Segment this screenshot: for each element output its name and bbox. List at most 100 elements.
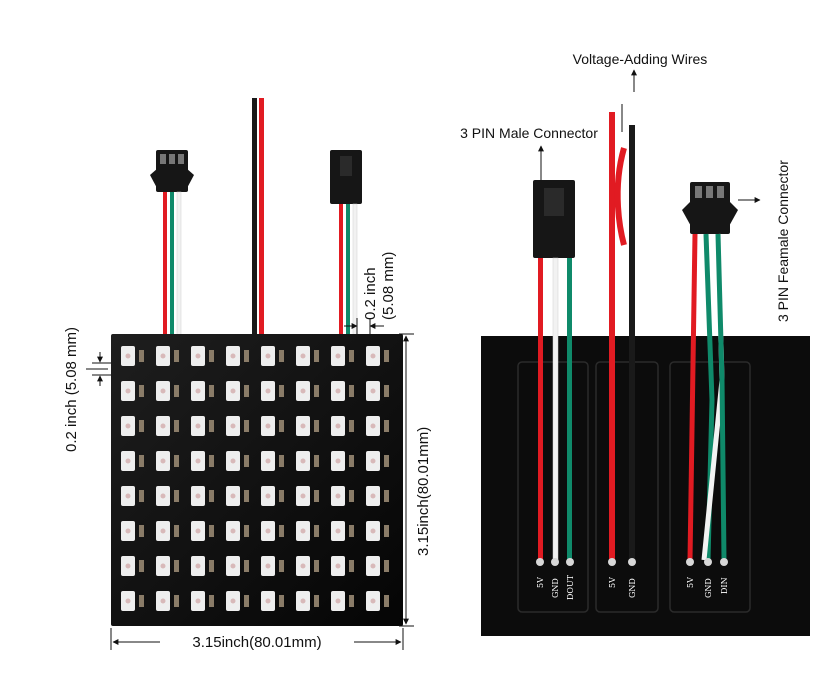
led-die <box>230 423 236 429</box>
led-die <box>370 458 376 464</box>
led-die <box>195 353 201 359</box>
led-die <box>265 388 271 394</box>
female-connector-left <box>330 150 362 339</box>
capacitor <box>174 525 179 537</box>
female-connector-right: 3 PIN Feamale Connector <box>682 160 791 561</box>
led-die <box>265 458 271 464</box>
led-die <box>160 563 166 569</box>
capacitor <box>174 595 179 607</box>
capacitor <box>314 595 319 607</box>
capacitor <box>314 385 319 397</box>
capacitor <box>244 420 249 432</box>
connector-spacing-dimension: 0.2 inch (5.08 mm) <box>344 252 397 340</box>
female-connector-label: 3 PIN Feamale Connector <box>775 160 791 322</box>
left-panel: 0.2 inch (5.08 mm) 0.2 inch (5.08 mm) 3.… <box>63 98 432 651</box>
led-die <box>160 353 166 359</box>
capacitor <box>349 455 354 467</box>
pad-label-dout: DOUT <box>566 574 575 600</box>
led-die <box>335 353 341 359</box>
capacitor <box>174 385 179 397</box>
capacitor <box>244 525 249 537</box>
led-die <box>125 493 131 499</box>
led-die <box>265 353 271 359</box>
connector-spacing-label-1: 0.2 inch <box>362 267 379 320</box>
capacitor <box>314 350 319 362</box>
capacitor <box>244 560 249 572</box>
capacitor <box>139 595 144 607</box>
capacitor <box>349 595 354 607</box>
pad-label-din: DIN <box>720 577 729 594</box>
capacitor <box>384 420 389 432</box>
led-die <box>370 388 376 394</box>
pad-label-gnd-c: GND <box>704 578 713 598</box>
led-die <box>125 458 131 464</box>
led-die <box>335 598 341 604</box>
pad-label-gnd-a: GND <box>551 578 560 598</box>
led-die <box>265 493 271 499</box>
voltage-wires-label: Voltage-Adding Wires <box>573 51 708 67</box>
capacitor <box>244 350 249 362</box>
led-die <box>195 563 201 569</box>
capacitor <box>244 385 249 397</box>
pad-label-5v-c: 5V <box>686 577 695 588</box>
led-die <box>370 493 376 499</box>
width-label: 3.15inch(80.01mm) <box>192 634 321 651</box>
capacitor <box>209 490 214 502</box>
capacitor <box>349 525 354 537</box>
led-die <box>370 353 376 359</box>
edge-spacing-dimension: 0.2 inch (5.08 mm) <box>63 327 111 452</box>
led-die <box>125 423 131 429</box>
led-die <box>125 563 131 569</box>
pad-label-5v-b: 5V <box>608 577 617 588</box>
led-die <box>195 493 201 499</box>
led-die <box>265 528 271 534</box>
capacitor <box>174 560 179 572</box>
capacitor <box>174 420 179 432</box>
height-label: 3.15inch(80.01mm) <box>415 427 432 556</box>
led-die <box>265 423 271 429</box>
capacitor <box>244 455 249 467</box>
width-dimension: 3.15inch(80.01mm) <box>110 628 404 651</box>
capacitor <box>209 455 214 467</box>
capacitor <box>349 490 354 502</box>
led-die <box>335 423 341 429</box>
led-die <box>230 388 236 394</box>
led-die <box>335 458 341 464</box>
capacitor <box>279 350 284 362</box>
led-die <box>195 598 201 604</box>
capacitor <box>139 560 144 572</box>
led-die <box>230 528 236 534</box>
led-die <box>335 493 341 499</box>
capacitor <box>139 350 144 362</box>
connector-spacing-label-2: (5.08 mm) <box>380 252 397 320</box>
capacitor <box>139 490 144 502</box>
capacitor <box>139 420 144 432</box>
capacitor <box>244 595 249 607</box>
led-die <box>160 423 166 429</box>
led-die <box>265 563 271 569</box>
male-connector-right: 3 PIN Male Connector <box>460 125 598 561</box>
led-die <box>335 563 341 569</box>
capacitor <box>314 490 319 502</box>
led-die <box>125 353 131 359</box>
led-die <box>230 598 236 604</box>
led-die <box>230 493 236 499</box>
board-back <box>481 336 810 636</box>
right-panel: Voltage-Adding Wires 3 PIN Male Connecto… <box>460 51 810 636</box>
capacitor <box>349 350 354 362</box>
capacitor <box>279 420 284 432</box>
capacitor <box>279 595 284 607</box>
capacitor <box>139 525 144 537</box>
capacitor <box>174 490 179 502</box>
led-die <box>195 458 201 464</box>
capacitor <box>279 560 284 572</box>
capacitor <box>314 560 319 572</box>
capacitor <box>279 525 284 537</box>
capacitor <box>279 455 284 467</box>
led-die <box>160 493 166 499</box>
led-die <box>370 563 376 569</box>
capacitor <box>209 595 214 607</box>
solder-pads: 5V GND DOUT 5V GND 5V GND DIN <box>536 558 729 600</box>
height-dimension: 3.15inch(80.01mm) <box>399 333 432 627</box>
